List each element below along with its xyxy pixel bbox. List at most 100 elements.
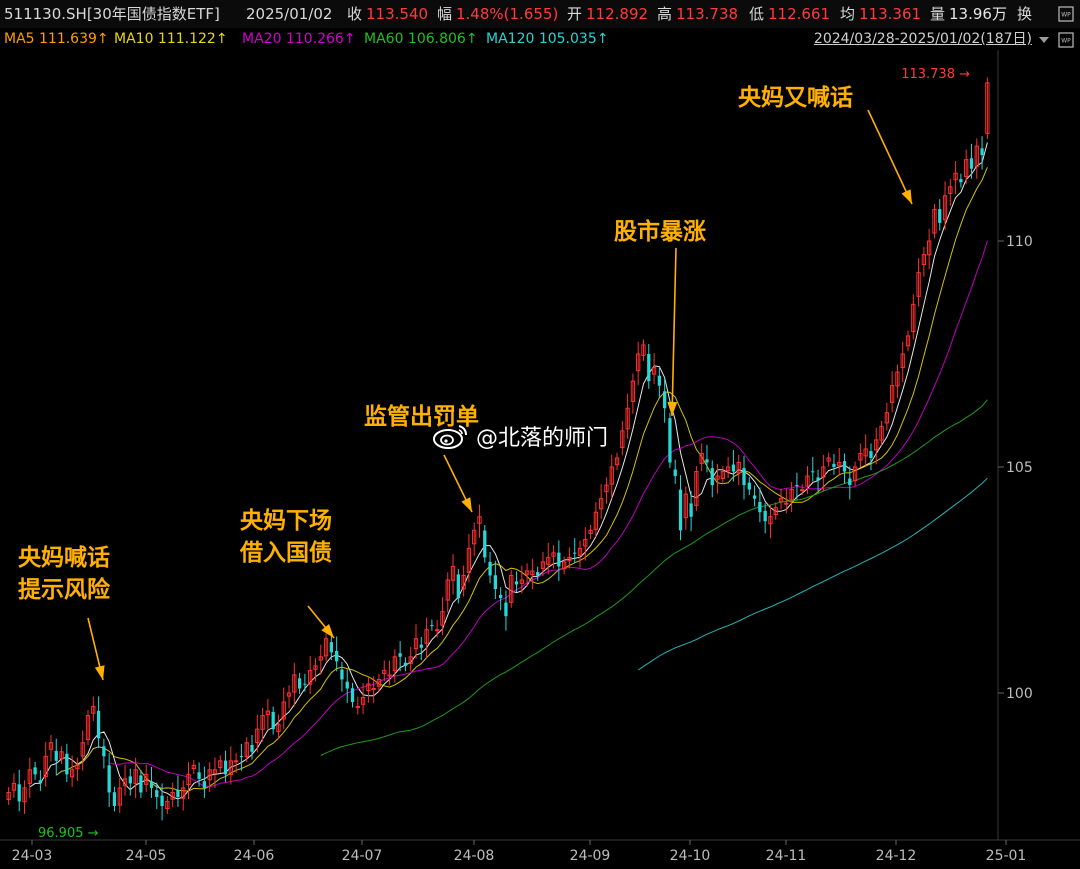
x-tick-label: 24-03 bbox=[12, 848, 53, 864]
candle bbox=[456, 568, 460, 604]
candle bbox=[445, 572, 450, 613]
candle-body bbox=[461, 574, 466, 590]
candle-body bbox=[561, 561, 567, 570]
arrow-5-head bbox=[901, 189, 912, 204]
candle bbox=[567, 547, 572, 569]
candle-body bbox=[445, 579, 450, 601]
candle bbox=[276, 714, 281, 740]
y-tick-label: 100 bbox=[1006, 686, 1033, 702]
candle bbox=[577, 540, 583, 568]
candle bbox=[848, 466, 852, 500]
candle-body bbox=[567, 556, 572, 562]
watermark: @北落的师门 bbox=[432, 420, 608, 452]
candle bbox=[75, 757, 80, 781]
candle bbox=[335, 636, 339, 672]
candle bbox=[641, 339, 646, 361]
candle bbox=[85, 710, 91, 745]
candle-body bbox=[17, 784, 21, 802]
candle bbox=[398, 641, 402, 672]
candle bbox=[483, 525, 487, 563]
candle-body bbox=[360, 697, 366, 705]
candle bbox=[165, 796, 170, 814]
candle-body bbox=[75, 764, 80, 770]
x-tick-label: 24-11 bbox=[766, 848, 807, 864]
candle bbox=[663, 379, 667, 423]
candle bbox=[927, 228, 932, 270]
avg-value: 113.361 bbox=[859, 5, 922, 23]
candle-body bbox=[657, 375, 661, 386]
candle-body bbox=[519, 579, 524, 584]
date-label: 2025/01/02 bbox=[246, 5, 333, 23]
candle bbox=[852, 461, 858, 486]
candle-body bbox=[557, 552, 561, 567]
candle bbox=[33, 761, 37, 780]
candle bbox=[38, 770, 43, 792]
candle bbox=[519, 565, 524, 594]
ma60-line bbox=[320, 399, 988, 756]
settings-icon[interactable]: WP bbox=[1058, 32, 1074, 48]
candle-body bbox=[964, 159, 969, 178]
candle-body bbox=[710, 468, 714, 486]
annotation-pboc-warning-again: 央妈又喊话 bbox=[738, 82, 853, 114]
candle bbox=[942, 181, 948, 230]
ma10-label: MA10 111.122↑ bbox=[114, 31, 228, 47]
chevron-down-icon[interactable] bbox=[1036, 32, 1052, 48]
weibo-logo-icon bbox=[433, 425, 467, 449]
candle bbox=[668, 412, 672, 468]
candle bbox=[916, 258, 921, 307]
candle bbox=[768, 504, 773, 539]
candle bbox=[212, 757, 218, 788]
candle-body bbox=[281, 701, 286, 720]
svg-text:WP: WP bbox=[1061, 12, 1071, 19]
candle-body bbox=[335, 650, 339, 662]
candle bbox=[699, 443, 704, 472]
candle-body bbox=[747, 482, 751, 490]
candle bbox=[789, 481, 794, 512]
candle bbox=[392, 649, 397, 683]
candle bbox=[329, 632, 333, 661]
candle bbox=[176, 775, 180, 807]
candle bbox=[800, 484, 805, 496]
candle bbox=[308, 655, 313, 695]
candle bbox=[450, 554, 456, 595]
candle bbox=[244, 737, 249, 762]
avg-label: 均 bbox=[840, 5, 856, 23]
candle-body bbox=[85, 715, 91, 741]
candle-body bbox=[6, 791, 11, 800]
quote-header: 511130.SH[30年国债指数ETF] 2025/01/02 收 113.5… bbox=[0, 0, 1080, 28]
candle-body bbox=[604, 484, 609, 493]
candle bbox=[65, 743, 69, 783]
candle-body bbox=[493, 575, 497, 590]
candle-body bbox=[848, 478, 852, 486]
candle-body bbox=[593, 511, 599, 530]
candle-body bbox=[641, 344, 646, 356]
x-tick-label: 24-06 bbox=[234, 848, 275, 864]
date-range-label[interactable]: 2024/03/28-2025/01/02(187日) bbox=[813, 31, 1032, 47]
candle-body bbox=[139, 775, 143, 793]
candle-body bbox=[456, 574, 460, 599]
candle-body bbox=[323, 638, 329, 657]
candle-body bbox=[504, 602, 508, 617]
candle-body bbox=[38, 780, 43, 784]
candle-body bbox=[117, 787, 122, 806]
candle bbox=[286, 685, 292, 709]
candle-body bbox=[102, 746, 106, 757]
candle bbox=[54, 738, 58, 776]
candle bbox=[932, 203, 937, 239]
candle bbox=[133, 757, 138, 799]
ma20-label: MA20 110.266↑ bbox=[242, 31, 356, 47]
settings-icon[interactable]: WP bbox=[1058, 6, 1074, 22]
candle-body bbox=[96, 710, 101, 739]
candle-body bbox=[340, 669, 344, 680]
candle bbox=[424, 617, 429, 658]
candle bbox=[805, 466, 810, 494]
candle bbox=[673, 459, 677, 484]
candle-body bbox=[33, 767, 37, 775]
candle-body bbox=[625, 407, 630, 430]
annotation-pboc-warning: 央妈喊话 提示风险 bbox=[18, 542, 110, 606]
watermark-text: @北落的师门 bbox=[476, 426, 609, 451]
candle-body bbox=[663, 391, 667, 409]
candle bbox=[705, 444, 709, 473]
annotation-stock-surge: 股市暴涨 bbox=[614, 216, 706, 248]
candle-body bbox=[212, 769, 218, 774]
